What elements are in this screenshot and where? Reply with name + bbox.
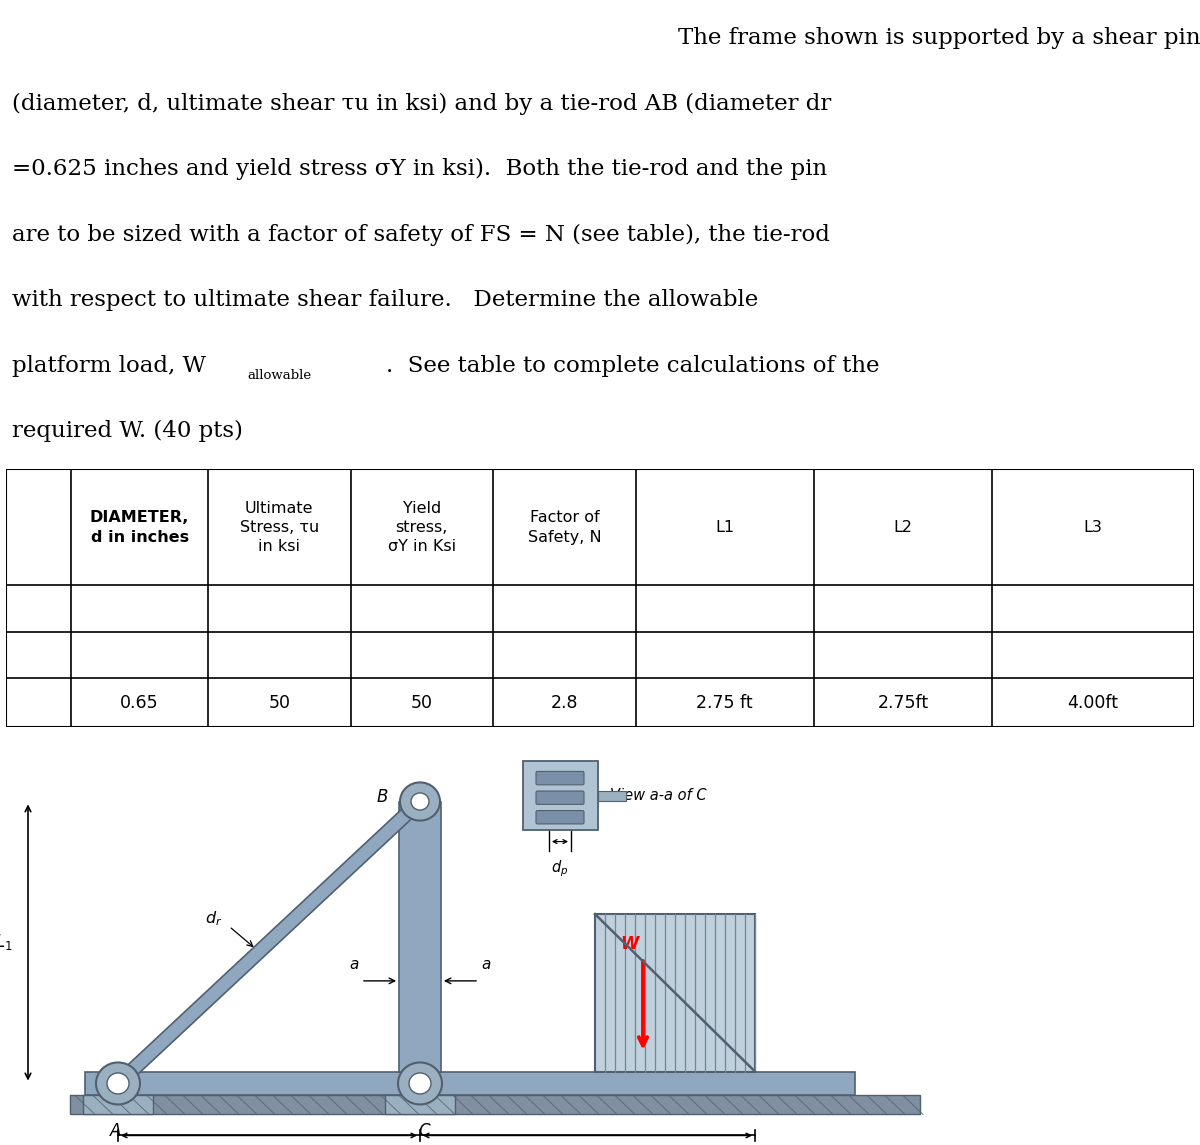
Circle shape (107, 1073, 130, 1093)
Text: $L_1$: $L_1$ (0, 932, 13, 953)
Circle shape (96, 1063, 140, 1105)
Bar (598, 790, 625, 802)
Text: .  See table to complete calculations of the: . See table to complete calculations of … (386, 355, 880, 377)
Text: A: A (110, 1122, 121, 1140)
Text: a: a (349, 957, 359, 972)
Text: 4.00ft: 4.00ft (1068, 694, 1118, 711)
Circle shape (398, 1063, 442, 1105)
Text: (diameter, d, ultimate shear τu in ksi) and by a tie-rod AB (diameter dr: (diameter, d, ultimate shear τu in ksi) … (12, 93, 832, 114)
Text: Ultimate
Stress, τu
in ksi: Ultimate Stress, τu in ksi (240, 500, 319, 554)
Text: a: a (481, 957, 491, 972)
Bar (385, 1096, 455, 1114)
Text: L3: L3 (1084, 520, 1103, 535)
Bar (85, 1072, 856, 1096)
Text: 2.8: 2.8 (551, 694, 578, 711)
Polygon shape (113, 797, 425, 1088)
Text: required W. (40 pts): required W. (40 pts) (12, 420, 242, 442)
Text: 0.65: 0.65 (120, 694, 158, 711)
Text: =0.625 inches and yield stress σY in ksi).  Both the tie-rod and the pin: =0.625 inches and yield stress σY in ksi… (12, 158, 827, 181)
Text: with respect to ultimate shear failure.   Determine the allowable: with respect to ultimate shear failure. … (12, 290, 758, 311)
Bar (70, 1096, 920, 1114)
Text: $d_r$: $d_r$ (205, 909, 223, 927)
Circle shape (400, 782, 440, 821)
Text: platform load, W: platform load, W (12, 355, 206, 377)
Text: are to be sized with a factor of safety of FS = N (see table), the tie-rod: are to be sized with a factor of safety … (12, 223, 830, 246)
Text: W: W (620, 935, 638, 954)
Circle shape (410, 792, 430, 811)
FancyBboxPatch shape (536, 772, 584, 784)
Text: Factor of
Safety, N: Factor of Safety, N (528, 511, 601, 545)
Text: L1: L1 (715, 520, 734, 535)
Bar (595, 914, 755, 1072)
Text: L2: L2 (894, 520, 912, 535)
Text: 50: 50 (269, 694, 290, 711)
FancyBboxPatch shape (536, 811, 584, 824)
Text: allowable: allowable (247, 369, 311, 382)
Bar (398, 802, 442, 1072)
Text: The frame shown is supported by a shear pin: The frame shown is supported by a shear … (678, 27, 1200, 49)
Text: C: C (418, 1122, 430, 1140)
Text: DIAMETER,
d in inches: DIAMETER, d in inches (90, 511, 190, 545)
Text: 2.75ft: 2.75ft (877, 694, 929, 711)
Bar (83, 1096, 154, 1114)
Text: $d_p$: $d_p$ (551, 859, 569, 879)
Circle shape (409, 1073, 431, 1093)
FancyBboxPatch shape (536, 791, 584, 805)
Text: 50: 50 (410, 694, 433, 711)
Text: View a-a of C: View a-a of C (610, 788, 706, 804)
Bar (522, 761, 598, 830)
Text: Yield
stress,
σY in Ksi: Yield stress, σY in Ksi (388, 500, 456, 554)
Text: 2.75 ft: 2.75 ft (696, 694, 754, 711)
Text: B: B (377, 788, 388, 806)
